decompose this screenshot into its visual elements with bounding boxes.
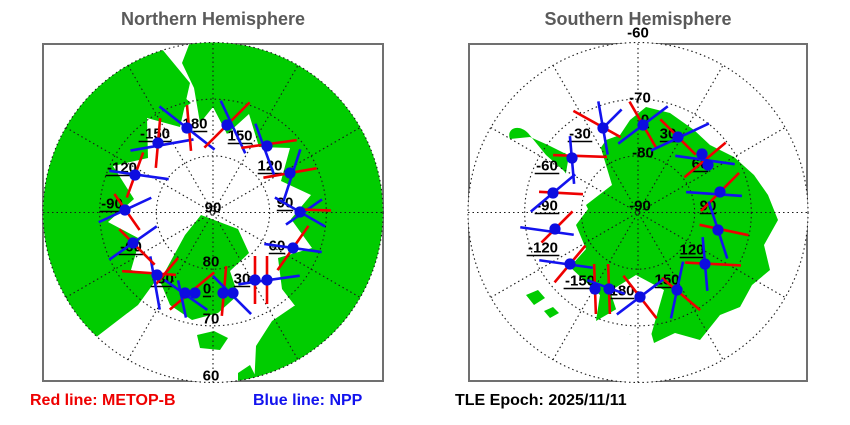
landmass <box>174 97 191 109</box>
north-map-title: Northern Hemisphere <box>120 9 306 29</box>
landmass <box>188 59 206 72</box>
north-hemisphere-map: -150180150-120120-9090-6060-303009080706… <box>42 41 384 385</box>
latitude-label: -90 <box>629 198 651 215</box>
longitude-label: -60 <box>536 158 558 175</box>
landmass <box>198 87 212 97</box>
longitude-label: -30 <box>569 126 591 143</box>
metopb-orbit-line <box>684 261 742 267</box>
satellite-marker <box>152 137 164 149</box>
landmass <box>43 42 190 348</box>
latitude-label: -80 <box>632 145 654 162</box>
metopb-orbit-line <box>661 276 701 312</box>
longitude-label: -120 <box>528 240 558 257</box>
metopb-orbit-line <box>121 269 177 277</box>
landmass <box>526 290 545 305</box>
metopb-orbit-line <box>538 190 584 196</box>
satellite-marker <box>566 152 578 164</box>
latitude-label: -70 <box>629 90 651 107</box>
metopb-orbit-line <box>699 223 749 237</box>
sea-inlet <box>610 275 664 339</box>
graticule <box>42 41 384 384</box>
satellite-marker <box>702 159 714 171</box>
satellite-marker <box>294 206 306 218</box>
satellite-marker <box>699 258 711 270</box>
legend-npp: Blue line: NPP <box>253 392 363 409</box>
latitude-label: 90 <box>205 200 222 217</box>
satellite-marker <box>589 283 601 295</box>
legend-tle-epoch: TLE Epoch: 2025/11/11 <box>455 392 627 409</box>
satellite-marker <box>671 284 683 296</box>
longitude-label: 180 <box>609 283 634 300</box>
south-hemisphere-map: -60-70-80-90-300306090120150180-150-120-… <box>467 25 809 384</box>
satellite-marker <box>127 237 139 249</box>
satellite-marker <box>672 131 684 143</box>
satellite-marker <box>261 274 273 286</box>
metopb-orbit-line <box>118 228 156 266</box>
satellite-marker <box>287 242 299 254</box>
north-map-svg: -150180150-120120-9090-6060-303009080706… <box>42 41 384 385</box>
satellite-marker <box>637 119 649 131</box>
npp-orbit-line <box>219 100 247 154</box>
south-map-svg: -60-70-80-90-300306090120150180-150-120-… <box>467 25 809 384</box>
npp-orbit-line <box>176 280 188 318</box>
longitude-label: 150 <box>227 128 252 145</box>
satellite-marker <box>634 291 646 303</box>
npp-orbit-line <box>520 225 574 237</box>
npp-orbit-line <box>685 190 743 198</box>
legend-metopb: Red line: METOP-B <box>30 392 176 409</box>
satellite-marker <box>151 269 163 281</box>
satellite-marker <box>712 224 724 236</box>
longitude-label: 90 <box>700 198 717 215</box>
landmass <box>160 71 182 87</box>
satellite-marker <box>714 186 726 198</box>
satellite-marker <box>189 287 201 299</box>
satellite-marker <box>564 258 576 270</box>
satellite-marker <box>119 204 131 216</box>
longitude-label: 0 <box>203 281 211 298</box>
latitude-label: -60 <box>627 25 649 42</box>
npp-orbit-line <box>149 256 161 310</box>
satellite-marker <box>603 283 615 295</box>
satellite-marker <box>129 169 141 181</box>
satellite-tracks <box>98 100 332 318</box>
satellite-marker <box>597 122 609 134</box>
satellite-marker <box>181 122 193 134</box>
satellite-marker <box>261 140 273 152</box>
satellite-marker <box>249 274 261 286</box>
longitude-label: 150 <box>654 272 679 289</box>
satellite-marker <box>696 148 708 160</box>
landmass <box>182 42 383 343</box>
metopb-orbit-line <box>552 153 608 159</box>
longitude-label: -150 <box>565 273 595 290</box>
landmass <box>544 307 559 318</box>
npp-orbit-line <box>675 154 735 166</box>
longitude-label: -150 <box>140 126 170 143</box>
latitude-label: 60 <box>203 368 220 385</box>
satellite-marker <box>221 119 233 131</box>
longitude-label: 120 <box>679 242 704 259</box>
metopb-orbit-line <box>572 109 622 139</box>
latitude-label: 70 <box>203 311 220 328</box>
satellite-marker <box>179 287 191 299</box>
satellite-tracks <box>520 100 749 320</box>
satellite-marker <box>549 223 561 235</box>
satellite-marker <box>284 167 296 179</box>
satellite-marker <box>227 287 239 299</box>
latitude-label: 80 <box>203 254 220 271</box>
satellite-marker <box>217 287 229 299</box>
metopb-orbit-line <box>300 208 332 212</box>
south-map-title: Southern Hemisphere <box>544 9 732 29</box>
satellite-marker <box>547 187 559 199</box>
